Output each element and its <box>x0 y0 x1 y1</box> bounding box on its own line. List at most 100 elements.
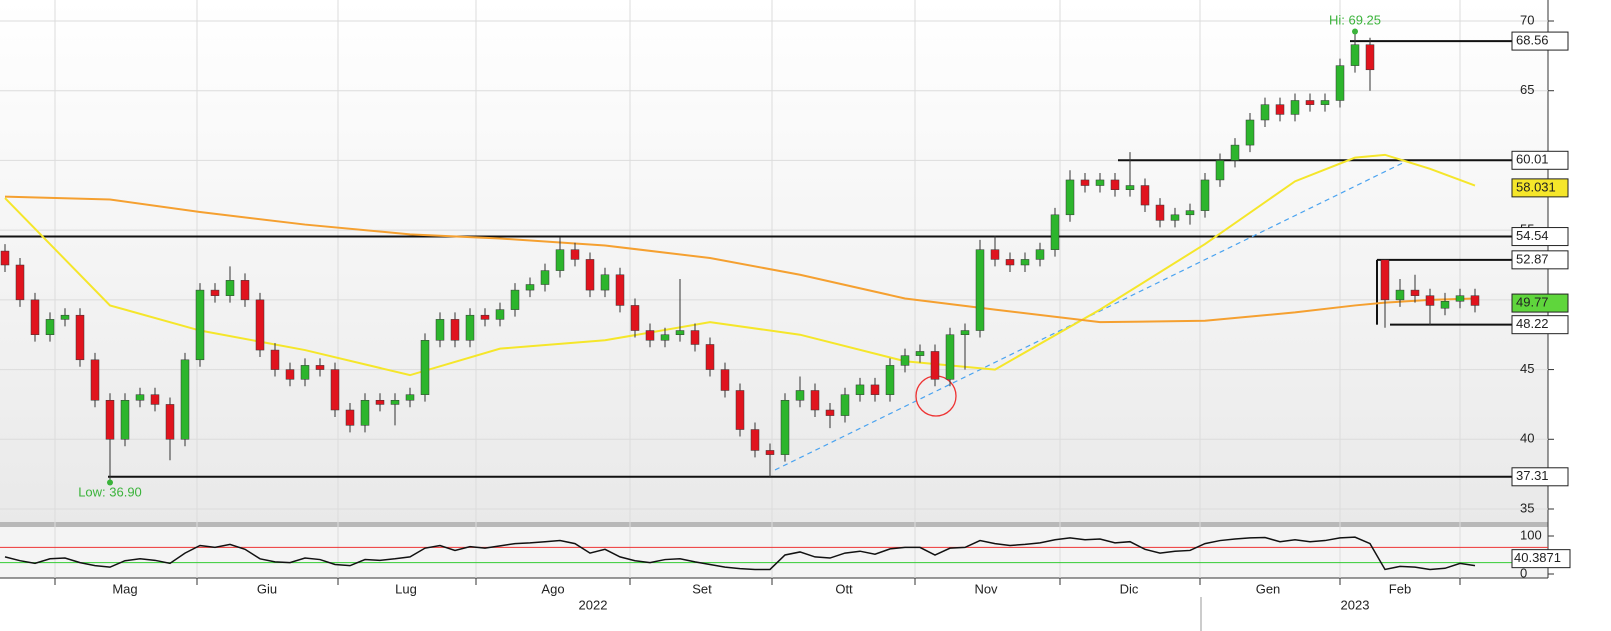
candle-body <box>525 284 535 291</box>
level-label-box <box>1511 150 1569 170</box>
y-tick-label: 65 <box>1520 82 1534 97</box>
candle-body <box>105 399 115 440</box>
candle-body <box>390 399 400 405</box>
x-tick-label: Ott <box>835 581 853 596</box>
candle-body <box>1395 289 1405 301</box>
candle-body <box>1260 104 1270 121</box>
x-tick-label: Ago <box>541 581 564 596</box>
rsi-tick-label: 0 <box>1520 565 1527 580</box>
candle-body <box>660 334 670 341</box>
candle-body <box>270 349 280 370</box>
candle-body <box>540 270 550 285</box>
candle-body <box>0 250 10 266</box>
candle-body <box>990 249 1000 260</box>
candle-body <box>1455 295 1465 302</box>
x-tick-label: Gen <box>1256 581 1281 596</box>
candle-body <box>630 305 640 331</box>
candle-body <box>1125 185 1135 190</box>
candle-body <box>675 330 685 335</box>
year-label: 2022 <box>579 597 608 612</box>
year-label: 2023 <box>1341 597 1370 612</box>
level-label-box <box>1511 31 1569 51</box>
candle-body <box>1155 204 1165 221</box>
candle-body <box>495 309 505 320</box>
candle-body <box>330 369 340 411</box>
candle-body <box>1200 179 1210 211</box>
moving-average <box>4 153 1476 377</box>
high-label: Hi: 69.25 <box>1329 12 1381 27</box>
candle-body <box>405 394 415 401</box>
y-tick-label: 35 <box>1520 500 1534 515</box>
candle-body <box>375 399 385 405</box>
rsi-line <box>4 536 1476 571</box>
level-label: 68.56 <box>1516 33 1549 48</box>
candle-body <box>480 314 490 320</box>
candle-body <box>45 319 55 335</box>
x-tick-label: Dic <box>1120 581 1139 596</box>
x-tick-label: Nov <box>974 581 998 596</box>
candle-body <box>1185 210 1195 216</box>
candle-body <box>855 384 865 395</box>
candle-body <box>435 319 445 341</box>
ma50-label: 58.031 <box>1516 179 1556 194</box>
candle-body <box>870 384 880 395</box>
candle-body <box>705 344 715 370</box>
candle-body <box>315 365 325 370</box>
candle-body <box>795 390 805 401</box>
candle-body <box>1410 289 1420 296</box>
level-label: 48.22 <box>1516 316 1549 331</box>
level-label: 60.01 <box>1516 152 1549 167</box>
panel-separator <box>0 522 1548 527</box>
level-label-box <box>1511 315 1569 335</box>
candle-body <box>1065 179 1075 216</box>
ma200-label: 49.77 <box>1516 295 1549 310</box>
candle-body <box>900 355 910 366</box>
rsi-last-box <box>1511 549 1571 569</box>
price-panel <box>0 0 1548 522</box>
moving-average <box>4 195 1476 324</box>
candle-body <box>1305 100 1315 105</box>
candle-body <box>915 351 925 356</box>
candle-body <box>1320 100 1330 105</box>
candle-body <box>510 289 520 310</box>
candle-body <box>765 450 775 455</box>
x-tick-label: Mag <box>112 581 137 596</box>
y-tick-label: 45 <box>1520 361 1534 376</box>
ma50-label-box <box>1511 178 1569 198</box>
candle-body <box>885 365 895 395</box>
level-label-box <box>1511 227 1569 247</box>
candle-body <box>585 259 595 291</box>
candle-body <box>720 369 730 391</box>
candle-body <box>135 394 145 401</box>
candle-body <box>1215 160 1225 181</box>
candle-body <box>195 289 205 361</box>
candle-body <box>1110 179 1120 190</box>
candle-body <box>1050 214 1060 250</box>
y-tick-label: 40 <box>1520 431 1534 446</box>
level-label-box <box>1511 250 1569 270</box>
candle-body <box>240 280 250 301</box>
candle-body <box>255 299 265 351</box>
candle-body <box>1170 214 1180 221</box>
candle-body <box>15 264 25 301</box>
low-label: Low: 36.90 <box>78 484 142 499</box>
candle-body <box>360 399 370 426</box>
level-label: 52.87 <box>1516 251 1549 266</box>
candle-body <box>600 274 610 291</box>
x-tick-label: Set <box>692 581 712 596</box>
candle-body <box>465 314 475 341</box>
level-label: 54.54 <box>1516 228 1549 243</box>
candle-body <box>75 314 85 361</box>
high-marker <box>1352 28 1358 35</box>
candle-body <box>1275 104 1285 115</box>
candle-body <box>825 409 835 416</box>
candle-body <box>300 365 310 380</box>
candle-body <box>1095 179 1105 186</box>
candle-body <box>165 404 175 440</box>
candle-body <box>810 390 820 411</box>
candle-body <box>120 399 130 440</box>
candle-body <box>450 319 460 341</box>
candle-body <box>1380 259 1390 301</box>
candle-body <box>285 369 295 380</box>
